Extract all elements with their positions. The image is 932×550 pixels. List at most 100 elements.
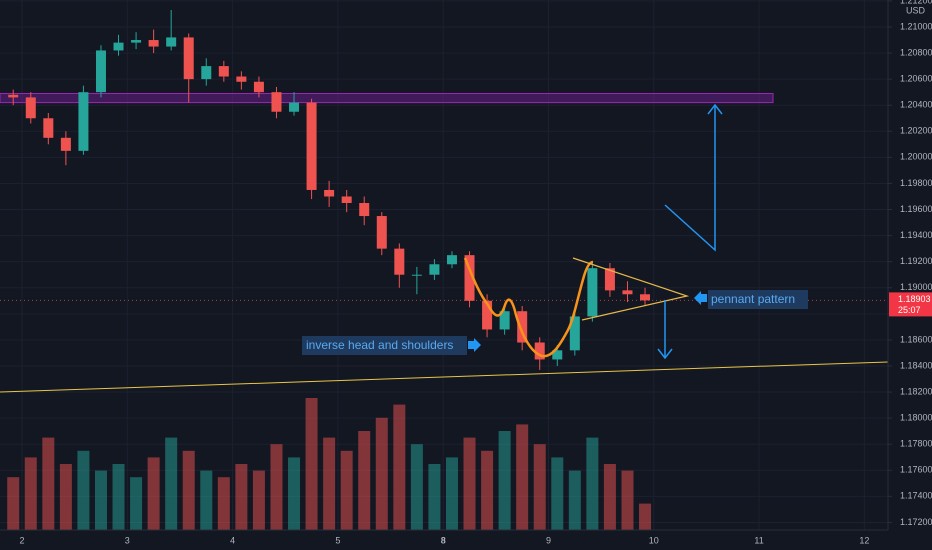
y-tick-label: 1.18000 — [900, 413, 932, 423]
annotation-box — [302, 336, 467, 355]
candle-layer — [8, 10, 651, 370]
volume-bar — [393, 404, 406, 530]
countdown: 25:07 — [898, 305, 921, 315]
volume-bar — [428, 464, 441, 530]
candle-body — [183, 37, 194, 80]
candle-body — [429, 264, 440, 275]
grid — [0, 0, 888, 530]
candle-body — [60, 137, 71, 151]
y-tick-label: 1.17800 — [900, 439, 932, 449]
x-tick-label: 11 — [754, 535, 763, 545]
last-price-box — [889, 292, 932, 317]
volume-bar — [305, 398, 318, 530]
projection-zigzag — [664, 105, 716, 252]
volume-bar — [516, 424, 529, 530]
volume-bar — [498, 431, 511, 530]
candle-body — [359, 203, 370, 217]
currency: USD — [906, 5, 926, 15]
volume-bar — [358, 431, 371, 530]
candle-body — [499, 311, 510, 330]
y-tick-label: 1.21000 — [900, 21, 932, 31]
candle-body — [8, 94, 19, 98]
candle-body — [166, 37, 177, 47]
candle-body — [482, 300, 493, 330]
volume-bar — [235, 464, 248, 530]
candle-body — [569, 316, 580, 351]
candle-body — [622, 290, 633, 295]
volume-bar — [481, 450, 494, 530]
x-tick-label: 8 — [441, 535, 446, 545]
volume-bar — [24, 457, 37, 530]
volume-bar — [603, 464, 616, 530]
volume-bar — [59, 464, 72, 530]
volume-bar — [165, 437, 178, 530]
candle-body — [253, 81, 264, 93]
y-tick-label: 1.19400 — [900, 230, 932, 240]
x-tick-label: 4 — [230, 535, 235, 545]
candle-body — [534, 342, 545, 360]
y-tick-label: 1.20200 — [900, 126, 932, 136]
candle-body — [148, 40, 159, 47]
y-tick-label: 1.17400 — [900, 491, 932, 501]
volume-bar — [42, 437, 55, 530]
x-tick-label: 2 — [19, 535, 24, 545]
volume-bar — [200, 470, 213, 530]
y-tick-label: 1.18400 — [900, 360, 932, 370]
x-tick-label: 5 — [335, 535, 340, 545]
y-tick-label: 1.20600 — [900, 74, 932, 84]
candle-body — [218, 66, 229, 77]
candle-body — [341, 196, 352, 204]
candle-body — [464, 255, 475, 301]
volume-bar — [463, 437, 476, 530]
y-tick-label: 1.19800 — [900, 178, 932, 188]
trendline — [0, 361, 889, 393]
candle-body — [95, 50, 106, 93]
axis-labels: 1.21200 1.21000 1.20800 1.20600 1.20400 1.202… — [19, 0, 932, 545]
volume-bar — [410, 444, 423, 530]
y-tick-label: 1.19000 — [900, 282, 932, 292]
y-tick-label: 1.18600 — [900, 334, 932, 344]
candle-body — [411, 274, 422, 276]
volume-bar — [112, 464, 125, 530]
candle-body — [289, 102, 300, 112]
volume-bar — [533, 444, 546, 530]
x-tick-label: 9 — [546, 535, 551, 545]
annotation-arrow — [468, 338, 481, 352]
x-tick-label: 3 — [125, 535, 130, 545]
volume-bar — [586, 437, 599, 530]
candle-body — [306, 102, 317, 190]
volume-bar — [288, 457, 301, 530]
candle-body — [201, 66, 212, 80]
pennant-triangle — [572, 257, 690, 321]
arrow-head — [707, 103, 723, 115]
volume-bar — [252, 470, 265, 530]
volume-bar — [445, 457, 458, 530]
volume-bar — [270, 444, 283, 530]
candle-body — [640, 294, 651, 301]
volume-layer — [7, 398, 652, 530]
volume-bar — [639, 503, 652, 530]
volume-bar — [621, 470, 634, 530]
x-tick-label: 10 — [649, 535, 659, 545]
volume-bar — [7, 477, 20, 530]
candle-body — [376, 216, 387, 249]
candle-body — [517, 311, 528, 343]
last-price-label: 1.18903 — [898, 294, 931, 304]
candle-body — [131, 40, 142, 43]
volume-bar — [375, 417, 388, 530]
candle-body — [324, 189, 335, 197]
candle-body — [604, 268, 615, 291]
annotation-arrow — [694, 291, 707, 305]
y-tick-label: 1.20000 — [900, 152, 932, 162]
y-tick-label: 1.17200 — [900, 517, 932, 527]
annotation: pennant pattern — [711, 292, 795, 306]
volume-bar — [568, 470, 581, 530]
y-tick-label: 1.19600 — [900, 204, 932, 214]
volume-bar — [130, 477, 143, 530]
candle-body — [552, 350, 563, 360]
volume-bar — [340, 450, 353, 530]
candle-body — [43, 118, 54, 138]
volume-bar — [551, 457, 564, 530]
candle-body — [271, 92, 282, 112]
